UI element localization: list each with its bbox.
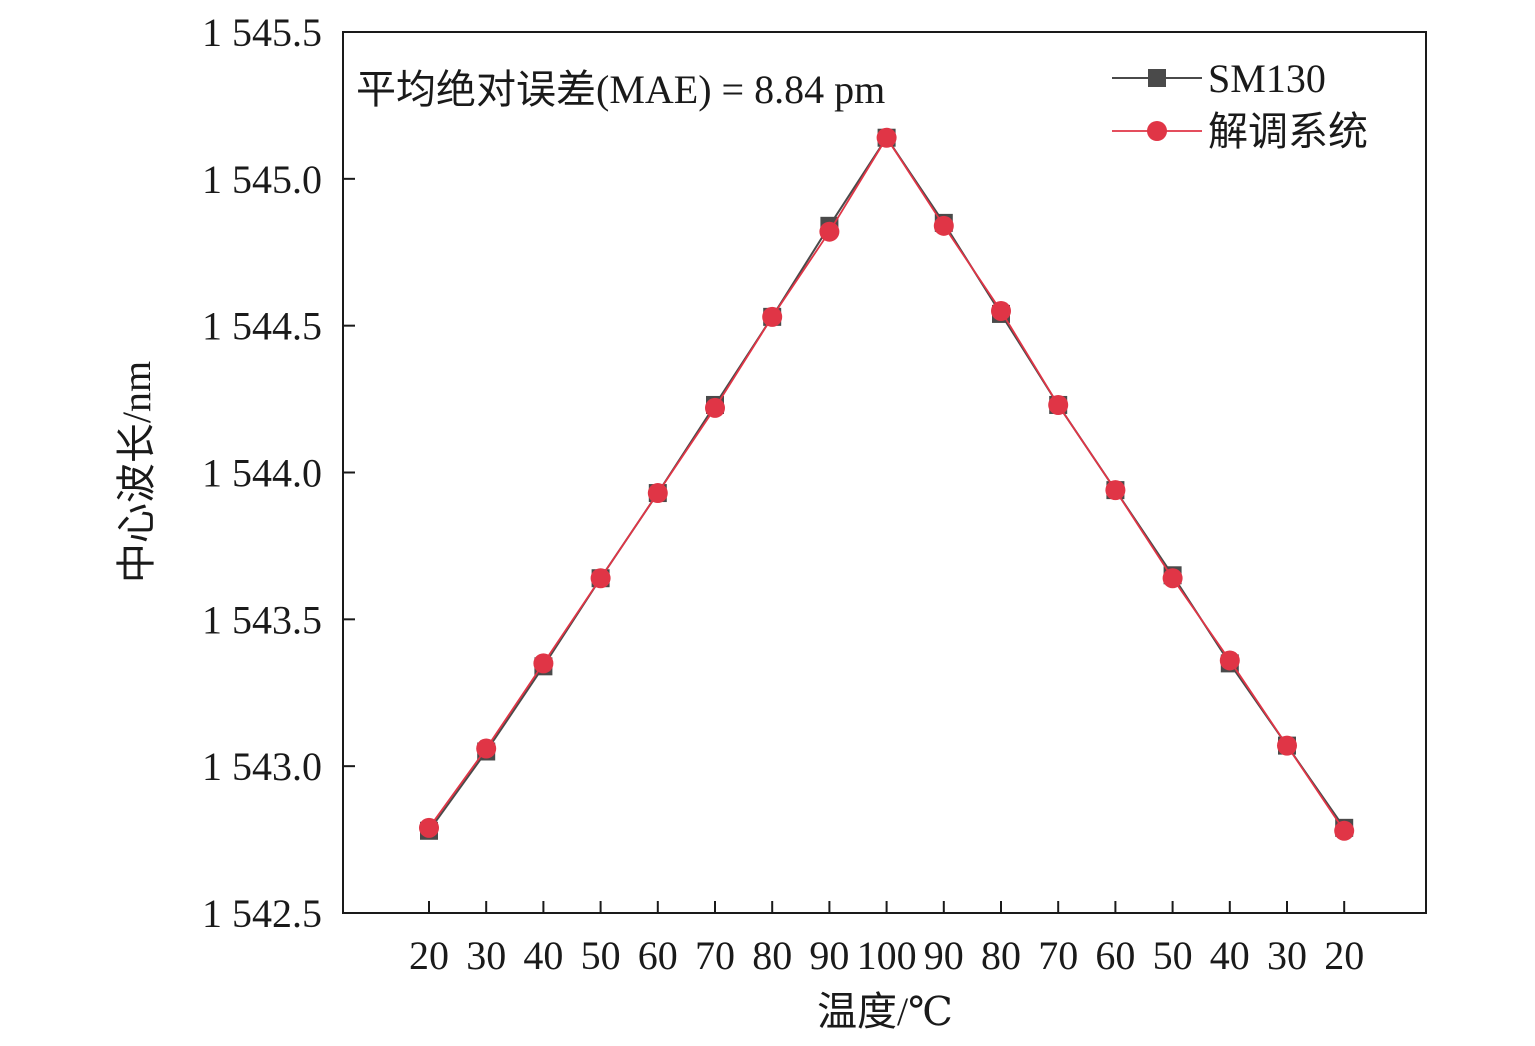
x-tick-label: 30 xyxy=(466,933,506,978)
y-tick-label: 1 543.5 xyxy=(202,597,322,642)
data-point-circle xyxy=(762,306,783,327)
y-tick-label: 1 544.0 xyxy=(202,451,322,496)
data-point-circle xyxy=(647,483,668,504)
mae-annotation: 平均绝对误差(MAE) = 8.84 pm xyxy=(356,67,885,112)
y-tick-label: 1 545.0 xyxy=(202,157,322,202)
data-point-circle xyxy=(590,568,611,589)
data-point-circle xyxy=(819,221,840,242)
x-tick-label: 80 xyxy=(981,933,1021,978)
x-tick-label: 30 xyxy=(1267,933,1307,978)
legend-marker-square xyxy=(1148,69,1166,87)
data-point-circle xyxy=(1105,480,1126,501)
legend-label-sm130: SM130 xyxy=(1208,56,1326,101)
x-axis-title: 温度/℃ xyxy=(817,989,953,1034)
x-tick-label: 40 xyxy=(1210,933,1250,978)
legend-label-demod-system: 解调系统 xyxy=(1208,109,1368,154)
x-tick-label: 50 xyxy=(1153,933,1193,978)
data-point-circle xyxy=(705,397,725,418)
data-point-circle xyxy=(1334,820,1355,841)
y-tick-label: 1 544.5 xyxy=(202,304,322,349)
x-tick-label: 80 xyxy=(752,933,792,978)
y-tick-label: 1 545.5 xyxy=(202,10,322,55)
series-line-demod-system xyxy=(428,136,1345,832)
y-tick-label: 1 542.5 xyxy=(202,891,322,936)
x-tick-label: 70 xyxy=(695,933,735,978)
legend-marker-circle xyxy=(1147,121,1167,141)
data-point-circle xyxy=(1277,735,1297,756)
x-tick-label: 70 xyxy=(1038,933,1078,978)
x-tick-label: 40 xyxy=(523,933,563,978)
x-tick-label: 100 xyxy=(857,933,917,978)
data-point-circle xyxy=(1048,394,1069,415)
x-tick-label: 50 xyxy=(581,933,621,978)
data-point-circle xyxy=(991,300,1011,321)
x-tick-label: 90 xyxy=(809,933,849,978)
data-point-circle xyxy=(419,817,439,838)
x-tick-label: 60 xyxy=(638,933,678,978)
x-tick-label: 20 xyxy=(1324,933,1364,978)
data-point-circle xyxy=(533,653,554,674)
legend: SM130 解调系统 xyxy=(1112,56,1368,154)
x-tick-label: 20 xyxy=(409,933,449,978)
series-line-sm130 xyxy=(428,135,1346,832)
data-point-circle xyxy=(1219,650,1240,671)
plot-frame xyxy=(342,31,1427,914)
y-tick-label: 1 543.0 xyxy=(202,744,322,789)
x-tick-label: 90 xyxy=(924,933,964,978)
data-point-circle xyxy=(1162,568,1183,589)
data-point-circle xyxy=(933,215,954,236)
x-tick-label: 60 xyxy=(1095,933,1135,978)
y-axis-title: 中心波长/nm xyxy=(114,361,159,583)
data-point-circle xyxy=(876,127,897,148)
data-point-circle xyxy=(476,738,497,759)
